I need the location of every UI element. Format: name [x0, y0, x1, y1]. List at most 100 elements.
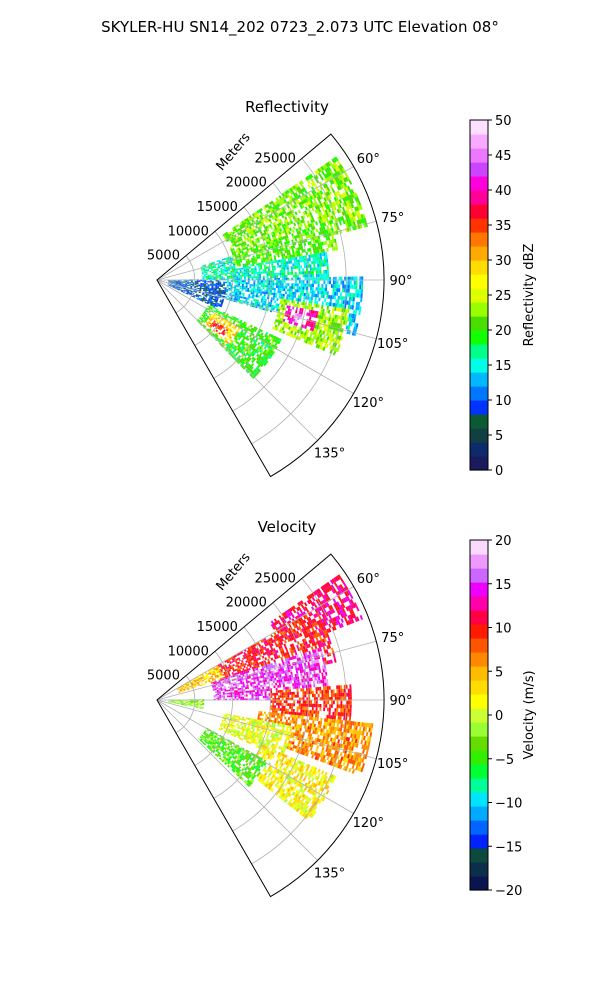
- echo-cell: [245, 220, 249, 224]
- echo-cell: [273, 287, 276, 291]
- echo-cell: [322, 165, 326, 170]
- echo-cell: [323, 608, 327, 613]
- echo-cell: [286, 657, 290, 662]
- echo-cell: [263, 638, 267, 642]
- echo-cell: [317, 270, 320, 274]
- echo-cell: [179, 282, 182, 284]
- echo-cell: [289, 607, 293, 612]
- echo-cell: [211, 682, 214, 684]
- echo-cell: [296, 313, 299, 317]
- echo-cell: [334, 156, 339, 162]
- echo-cell: [242, 293, 245, 296]
- echo-cell: [310, 300, 313, 304]
- echo-cell: [250, 324, 253, 328]
- echo-cell: [319, 619, 324, 624]
- echo-cell: [182, 686, 185, 688]
- echo-cell: [298, 663, 301, 668]
- echo-cell: [230, 280, 233, 282]
- echo-cell: [300, 271, 303, 275]
- echo-cell: [219, 305, 222, 308]
- echo-cell: [235, 685, 238, 687]
- echo-cell: [212, 290, 215, 293]
- echo-cell: [232, 682, 235, 685]
- echo-cell: [276, 308, 279, 312]
- echo-cell: [187, 290, 190, 292]
- echo-cell: [236, 318, 239, 321]
- echo-cell: [230, 248, 233, 251]
- echo-cell: [249, 276, 252, 279]
- echo-cell: [289, 297, 293, 301]
- echo-cell: [282, 679, 285, 682]
- echo-cell: [190, 291, 193, 293]
- echo-cell: [213, 313, 216, 316]
- echo-cell: [310, 646, 314, 651]
- echo-cell: [177, 688, 180, 690]
- echo-cell: [258, 288, 261, 292]
- echo-cell: [336, 601, 341, 606]
- echo-cell: [301, 334, 304, 339]
- echo-cell: [347, 605, 351, 611]
- echo-cell: [189, 282, 191, 284]
- echo-cell: [238, 693, 241, 696]
- echo-cell: [265, 360, 269, 364]
- echo-cell: [300, 243, 303, 247]
- echo-cell: [302, 638, 305, 643]
- echo-cell: [257, 240, 260, 243]
- echo-cell: [275, 690, 278, 693]
- echo-cell: [240, 242, 243, 246]
- echo-cell: [209, 283, 212, 285]
- echo-cell: [228, 272, 231, 275]
- echo-cell: [253, 280, 256, 283]
- echo-cell: [214, 686, 217, 688]
- echo-cell: [342, 320, 346, 325]
- echo-cell: [287, 297, 291, 301]
- echo-cell: [352, 309, 356, 315]
- echo-cell: [213, 270, 215, 272]
- polar-grid: [156, 158, 384, 445]
- echo-cell: [280, 231, 283, 235]
- echo-cell: [336, 331, 339, 336]
- echo-cell: [334, 280, 337, 285]
- echo-cell: [339, 584, 344, 589]
- echo-cell: [298, 618, 302, 623]
- echo-cell: [235, 229, 239, 233]
- echo-cell: [244, 324, 247, 327]
- echo-cell: [262, 341, 265, 345]
- echo-cell: [201, 683, 204, 685]
- echo-cell: [245, 681, 249, 684]
- echo-cell: [225, 235, 229, 239]
- echo-cell: [202, 280, 205, 282]
- echo-cell: [252, 649, 256, 653]
- echo-cell: [278, 668, 281, 672]
- echo-cell: [332, 689, 335, 694]
- echo-cell: [221, 258, 225, 261]
- echo-cell: [249, 274, 252, 277]
- echo-cell: [224, 674, 227, 677]
- echo-cell: [258, 249, 261, 252]
- echo-cell: [250, 264, 253, 267]
- echo-cell: [329, 298, 332, 303]
- echo-cell: [295, 654, 299, 659]
- echo-cell: [241, 354, 245, 358]
- echo-cell: [241, 365, 245, 369]
- echo-cell: [283, 611, 287, 616]
- echo-cell: [266, 241, 269, 245]
- echo-cell: [245, 268, 248, 271]
- echo-cell: [177, 288, 180, 290]
- echo-cell: [200, 676, 203, 679]
- echo-cell: [332, 342, 336, 347]
- echo-cell: [313, 175, 318, 181]
- echo-cell: [331, 179, 335, 184]
- echo-cell: [283, 640, 287, 644]
- echo-cell: [325, 689, 328, 694]
- echo-cell: [187, 688, 190, 691]
- echo-cell: [219, 277, 222, 279]
- echo-cell: [229, 329, 233, 333]
- echo-cell: [190, 293, 193, 295]
- echo-cell: [300, 286, 303, 290]
- echo-cell: [357, 205, 361, 211]
- echo-cell: [286, 222, 290, 226]
- echo-cell: [331, 188, 336, 194]
- echo-cell: [320, 166, 325, 171]
- echo-cell: [327, 166, 332, 172]
